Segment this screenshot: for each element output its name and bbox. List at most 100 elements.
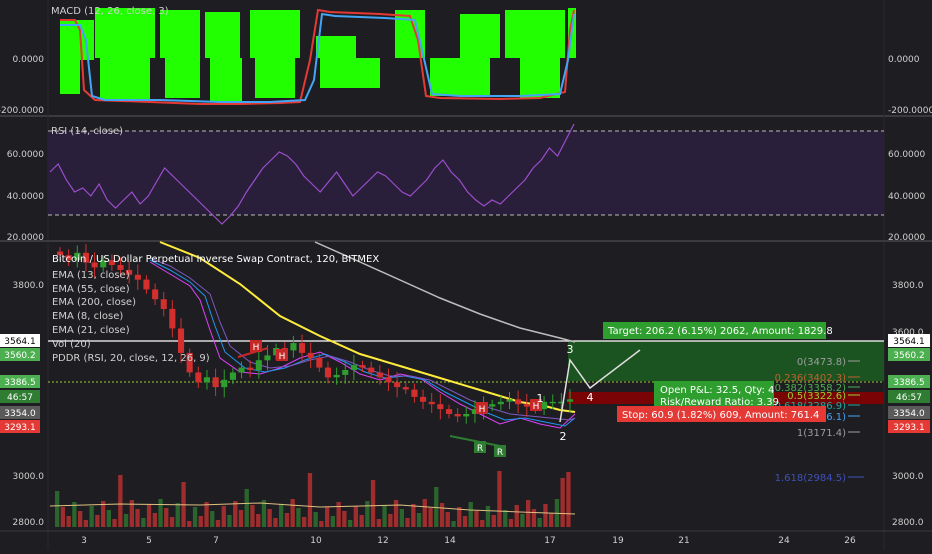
volume-bar — [497, 471, 502, 527]
x-tick: 10 — [310, 536, 322, 546]
volume-bar — [520, 514, 525, 527]
pattern-box — [474, 441, 486, 453]
candle-body — [221, 379, 228, 388]
volume-bar — [158, 499, 163, 527]
macd-histogram-block — [205, 12, 240, 58]
left-badge-close — [0, 406, 40, 419]
volume-bar — [284, 513, 290, 527]
volume-bar — [313, 512, 318, 527]
volume-bar — [267, 509, 272, 527]
volume-bar — [261, 500, 267, 527]
target-zone[interactable] — [568, 341, 884, 381]
legend-item[interactable]: Vol (20) — [52, 339, 91, 350]
rsi-right-tick: 40.0000 — [888, 192, 925, 202]
macd-left-tick: -200.0000 — [0, 106, 44, 116]
candle-body — [376, 372, 383, 378]
right-badge-timer — [888, 390, 930, 403]
x-tick: 5 — [146, 536, 152, 546]
candle-body — [541, 401, 548, 410]
stop-label: Stop: 60.9 (1.82%) 609, Amount: 761.4 — [622, 410, 819, 421]
x-tick: 12 — [377, 536, 388, 546]
candle-body — [255, 360, 262, 370]
pattern-label-h: H — [253, 343, 260, 353]
fib-level: 0.236(3402.3) — [775, 373, 847, 384]
volume-bar — [411, 504, 416, 527]
volume-bar — [302, 517, 307, 527]
fib-level: 0.5(3322.6) — [787, 391, 846, 402]
volume-bar — [491, 515, 496, 527]
fib-level: 1.618(2984.5) — [775, 473, 847, 484]
legend-item[interactable]: EMA (55, close) — [52, 284, 130, 295]
right-badge-text: 46:57 — [896, 393, 922, 403]
candle-body — [515, 399, 522, 405]
rsi-band-fill — [48, 131, 884, 215]
volume-bar — [256, 514, 261, 527]
volume-bar — [55, 491, 60, 527]
volume-bar — [175, 503, 180, 527]
pattern-label-r: R — [497, 448, 503, 458]
candle-body — [567, 399, 574, 402]
rsi-right-tick: 60.0000 — [888, 150, 925, 160]
legend-item[interactable]: EMA (200, close) — [52, 297, 136, 308]
pnl-label-box[interactable] — [654, 381, 774, 409]
volume-bar — [101, 501, 106, 527]
legend-item[interactable]: EMA (21, close) — [52, 325, 130, 336]
right-badge-text: 3564.1 — [893, 337, 925, 347]
macd-histogram-block — [320, 58, 380, 88]
volume-bar — [543, 504, 548, 527]
left-badge-ema — [0, 348, 40, 361]
volume-bar — [393, 500, 399, 527]
candle-body — [316, 357, 323, 368]
ema-200-line — [314, 241, 576, 343]
left-badge-last — [0, 334, 40, 347]
candle-body — [74, 252, 81, 261]
legend-item[interactable]: EMA (8, close) — [52, 311, 123, 322]
candle-body — [454, 414, 461, 417]
volume-bar — [428, 508, 433, 527]
candle-body — [178, 328, 185, 353]
volume-bar — [439, 503, 445, 527]
volume-bar — [531, 509, 537, 527]
rsi-left-tick: 20.0000 — [7, 233, 44, 243]
candle-body — [359, 365, 366, 368]
volume-bar — [192, 507, 198, 527]
volume-bar — [187, 521, 192, 527]
candle-body — [212, 377, 219, 388]
volume-bar — [83, 520, 88, 527]
legend-item[interactable]: EMA (13, close) — [52, 270, 130, 281]
macd-histogram-block — [316, 36, 356, 58]
right-badge-last — [888, 334, 930, 347]
candle-body — [437, 404, 444, 410]
price-right-tick: 3800.0 — [892, 281, 924, 291]
candle-body — [411, 389, 418, 397]
right-badge-ema — [888, 375, 930, 388]
volume-group — [55, 471, 571, 527]
price-right-tick: 3600.0 — [892, 328, 924, 338]
left-badge-text: 3564.1 — [4, 337, 36, 347]
left-badge-ema — [0, 375, 40, 388]
wave-label-1: 1 — [537, 392, 544, 405]
x-tick: 21 — [678, 536, 689, 546]
volume-bar — [123, 514, 129, 527]
candle-body — [290, 343, 297, 351]
legend-item[interactable]: PDDR (RSI, 20, close, 12, 26, 9) — [52, 353, 210, 364]
candle-body — [307, 352, 314, 358]
volume-bar — [319, 521, 324, 527]
candle-body — [506, 399, 513, 402]
volume-bar — [485, 506, 491, 527]
candle-body — [169, 308, 176, 329]
stop-label-box[interactable] — [617, 406, 826, 422]
volume-bar — [474, 511, 479, 527]
right-badge-text: 3386.5 — [893, 378, 925, 388]
pnl-label: Open P&L: 32.5, Qty: 4 — [660, 385, 774, 396]
target-label-box[interactable] — [603, 322, 826, 339]
price-left-tick: 3800.0 — [13, 281, 45, 291]
rsi-left-tick: 60.0000 — [7, 150, 44, 160]
time-axis: 3 5 7 10 12 14 17 19 21 24 26 — [0, 530, 932, 546]
volume-bar — [152, 513, 157, 527]
volume-bar — [95, 515, 100, 527]
candle-body — [558, 401, 565, 404]
